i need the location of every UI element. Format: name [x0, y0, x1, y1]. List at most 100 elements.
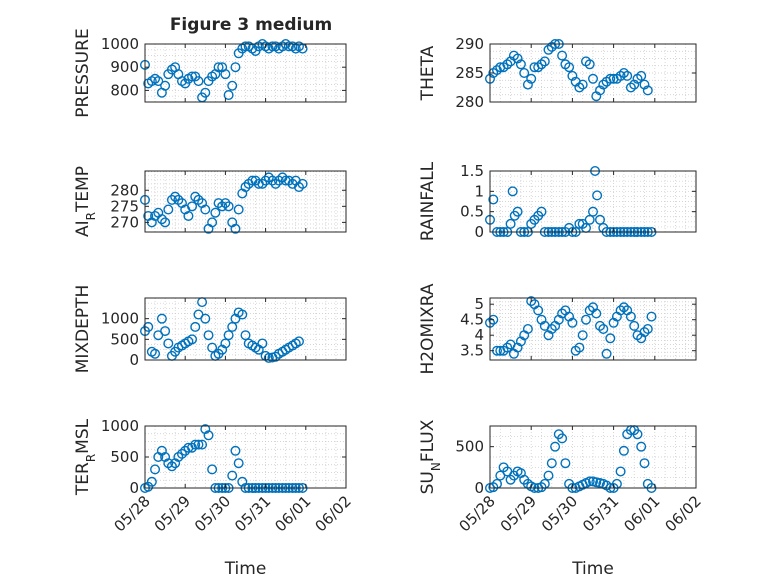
data-point [595, 214, 606, 225]
axes-box [144, 297, 347, 361]
data-point [176, 448, 187, 459]
y-axis-label: AIRTEMP [73, 166, 98, 237]
data-point [639, 327, 650, 338]
axes-box [489, 297, 697, 361]
data-point [598, 324, 609, 335]
data-point [230, 62, 241, 73]
y-axis-label: SUNFLUX [418, 419, 443, 494]
y-axis-label: TERRMSL [73, 418, 98, 496]
data-point [297, 178, 308, 189]
axes-box [489, 170, 697, 233]
data-point [533, 305, 544, 316]
y-tick-label: 3.5 [460, 342, 484, 360]
data-point [223, 330, 234, 341]
axes-2: 280 285 290 THETA [418, 35, 697, 111]
data-point [150, 348, 161, 359]
y-tick-label: 0 [474, 223, 484, 241]
data-point [166, 194, 177, 205]
data-point [536, 206, 547, 217]
data-point [584, 214, 595, 225]
data-point [588, 206, 599, 217]
data-point [183, 210, 194, 221]
data-point [588, 73, 599, 84]
data-point [146, 476, 157, 487]
y-tick-label: 0 [129, 479, 139, 497]
data-point [187, 201, 198, 212]
data-point [233, 458, 244, 469]
data-point [536, 482, 547, 493]
data-point [207, 464, 218, 475]
data-point [160, 217, 171, 228]
data-point [193, 439, 204, 450]
data-point [505, 218, 516, 229]
x-axis-label: Time [224, 559, 267, 579]
data-point [187, 442, 198, 453]
y-tick-label: 1000 [101, 417, 139, 435]
data-point [163, 204, 174, 215]
data-point [512, 53, 523, 64]
data-point [618, 302, 629, 313]
axes-5: 0 500 1000 MIXDEPTH [73, 285, 347, 373]
data-point [217, 201, 228, 212]
data-point [270, 178, 281, 189]
x-tick-label: 05/30 [191, 492, 234, 535]
data-point [257, 338, 268, 349]
data-point [156, 445, 167, 456]
data-point [622, 70, 633, 81]
data-point [223, 201, 234, 212]
x-tick-label: 05/28 [111, 492, 154, 535]
data-point [629, 320, 640, 331]
data-point [207, 217, 218, 228]
data-point [512, 206, 523, 217]
data-point [210, 207, 221, 218]
y-axis-label: H2OMIXRA [418, 283, 438, 374]
data-point [156, 313, 167, 324]
data-point [240, 330, 251, 341]
axes-box [144, 170, 347, 233]
data-point [567, 317, 578, 328]
data-point [591, 308, 602, 319]
data-point [267, 41, 278, 52]
data-point [526, 296, 537, 307]
data-point [639, 458, 650, 469]
data-point [267, 175, 278, 186]
x-axis-label: Time [571, 559, 614, 579]
data-point [170, 191, 181, 202]
data-point [560, 458, 571, 469]
data-point [592, 190, 603, 201]
y-tick-label: 4.5 [460, 311, 484, 329]
data-point [522, 79, 533, 90]
data-point [263, 352, 274, 363]
y-tick-label: 500 [110, 330, 139, 348]
data-point [492, 65, 503, 76]
axes-8: 0 500 SUNFLUX 05/2805/2905/3005/3106/0106/0… [418, 419, 705, 579]
data-point [207, 342, 218, 353]
data-point [625, 82, 636, 93]
data-point [564, 62, 575, 73]
data-point [646, 311, 657, 322]
data-point [526, 73, 537, 84]
data-point [193, 76, 204, 87]
data-point [557, 433, 568, 444]
data-point [223, 90, 234, 101]
data-point [217, 344, 228, 355]
data-point [502, 59, 513, 70]
data-point [237, 309, 248, 320]
y-tick-label: 500 [110, 448, 139, 466]
data-point [230, 223, 241, 234]
data-point [550, 441, 561, 452]
data-point [636, 70, 647, 81]
data-point [546, 324, 557, 335]
y-tick-label: 5 [474, 295, 484, 313]
data-point [240, 41, 251, 52]
data-point [227, 321, 238, 332]
data-point [595, 85, 606, 96]
data-point [533, 62, 544, 73]
x-tick-label: 05/28 [456, 492, 499, 535]
y-tick-label: 270 [110, 213, 139, 231]
y-tick-label: 0.5 [460, 203, 484, 221]
data-point [220, 198, 231, 209]
data-point [543, 44, 554, 55]
x-tick-label: 05/29 [151, 492, 194, 535]
